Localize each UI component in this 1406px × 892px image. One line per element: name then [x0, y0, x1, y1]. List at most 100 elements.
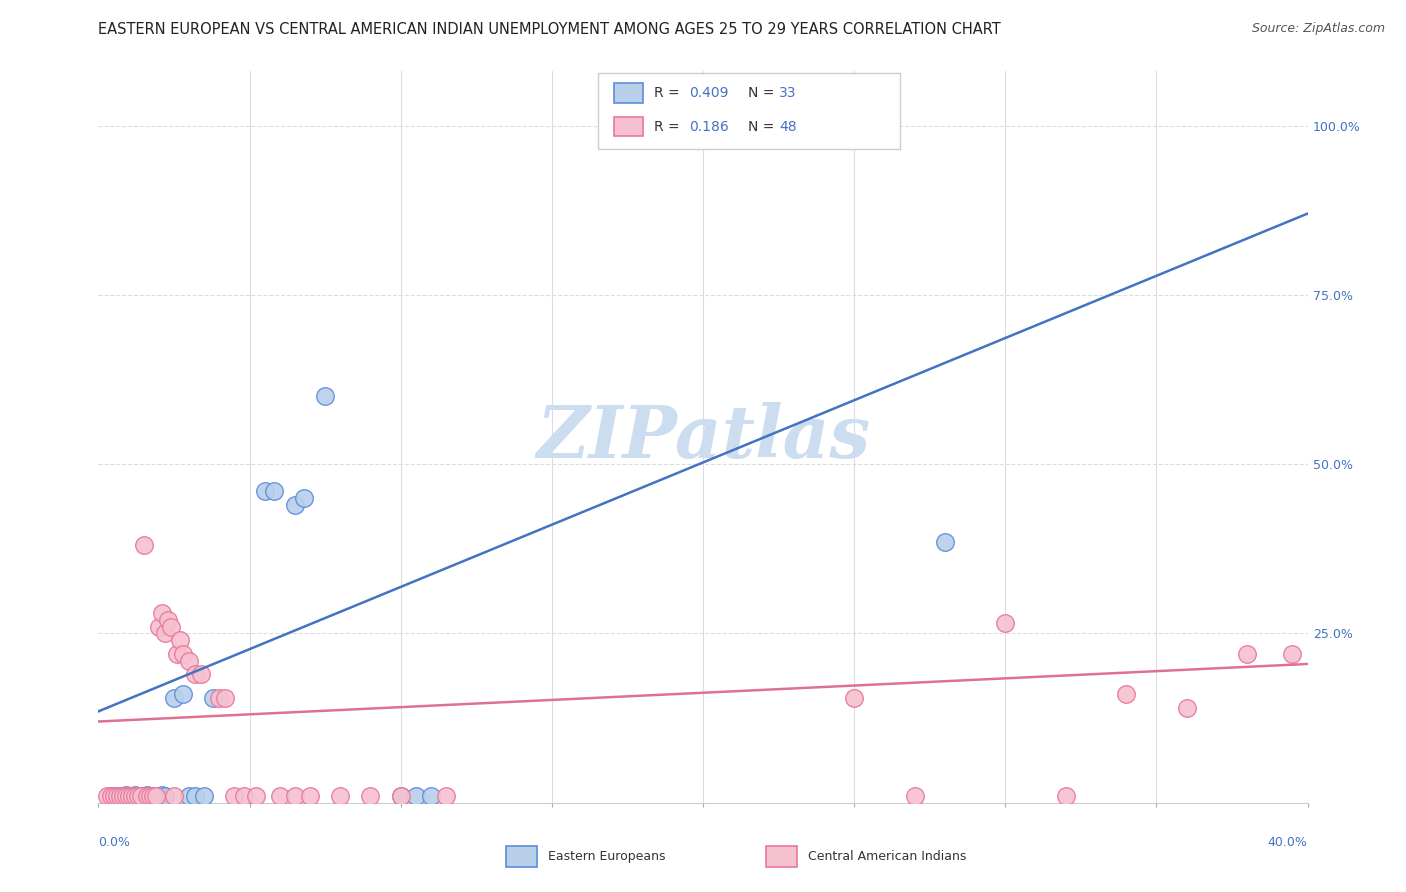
Point — [434, 789, 457, 803]
Text: Source: ZipAtlas.com: Source: ZipAtlas.com — [1251, 22, 1385, 36]
Point — [103, 789, 125, 803]
Point — [179, 789, 201, 803]
Text: 33: 33 — [779, 86, 796, 100]
Text: 0.409: 0.409 — [689, 86, 728, 100]
Point — [132, 789, 155, 803]
Point — [1236, 647, 1258, 661]
Point — [405, 789, 427, 803]
Point — [142, 789, 165, 803]
Point — [179, 654, 201, 668]
Point — [193, 789, 215, 803]
Point — [96, 789, 118, 803]
Point — [111, 789, 134, 803]
Point — [105, 789, 128, 803]
Point — [360, 789, 382, 803]
Point — [121, 789, 143, 803]
Point — [100, 789, 122, 803]
Point — [1115, 688, 1137, 702]
Text: 0.0%: 0.0% — [98, 836, 131, 848]
Text: R =: R = — [654, 86, 683, 100]
Point — [202, 690, 225, 705]
Point — [934, 535, 956, 549]
Point — [723, 119, 745, 133]
Point — [108, 789, 131, 803]
Y-axis label: Unemployment Among Ages 25 to 29 years: Unemployment Among Ages 25 to 29 years — [0, 301, 7, 574]
Text: 48: 48 — [779, 120, 797, 134]
Point — [163, 789, 186, 803]
Point — [153, 626, 176, 640]
Text: Eastern Europeans: Eastern Europeans — [548, 850, 666, 863]
Point — [844, 690, 866, 705]
Point — [148, 789, 170, 803]
Point — [124, 788, 146, 802]
Point — [994, 616, 1017, 631]
Point — [420, 789, 443, 803]
Text: EASTERN EUROPEAN VS CENTRAL AMERICAN INDIAN UNEMPLOYMENT AMONG AGES 25 TO 29 YEA: EASTERN EUROPEAN VS CENTRAL AMERICAN IND… — [98, 22, 1001, 37]
Point — [389, 789, 412, 803]
Point — [269, 789, 291, 803]
Point — [245, 789, 267, 803]
Point — [172, 688, 194, 702]
Point — [253, 484, 276, 499]
Point — [314, 389, 336, 403]
Point — [184, 667, 207, 681]
Point — [692, 119, 714, 133]
Point — [263, 484, 285, 499]
Point — [111, 789, 134, 803]
Text: R =: R = — [654, 120, 683, 134]
Point — [1175, 701, 1198, 715]
Text: ZIPatlas: ZIPatlas — [536, 401, 870, 473]
Point — [114, 788, 136, 802]
Point — [132, 538, 155, 552]
Point — [904, 789, 927, 803]
Text: 40.0%: 40.0% — [1268, 836, 1308, 848]
Point — [145, 789, 167, 803]
Text: N =: N = — [748, 86, 779, 100]
Point — [232, 789, 254, 803]
Point — [224, 789, 246, 803]
Point — [129, 789, 152, 803]
Point — [163, 690, 186, 705]
Point — [284, 498, 307, 512]
Point — [142, 789, 165, 803]
Point — [329, 789, 352, 803]
Point — [150, 606, 173, 620]
Point — [105, 789, 128, 803]
Point — [127, 789, 149, 803]
Point — [389, 789, 412, 803]
Point — [135, 788, 157, 802]
Point — [166, 647, 188, 661]
Point — [214, 690, 236, 705]
Point — [299, 789, 322, 803]
Point — [156, 613, 179, 627]
Point — [160, 620, 183, 634]
Point — [129, 789, 152, 803]
Point — [145, 789, 167, 803]
Text: Central American Indians: Central American Indians — [808, 850, 967, 863]
Point — [108, 789, 131, 803]
Point — [124, 789, 146, 803]
Point — [1281, 647, 1303, 661]
Point — [114, 789, 136, 803]
Point — [662, 119, 685, 133]
Point — [148, 620, 170, 634]
Point — [135, 789, 157, 803]
Point — [284, 789, 307, 803]
Point — [292, 491, 315, 505]
Point — [127, 789, 149, 803]
Point — [169, 633, 191, 648]
Point — [1054, 789, 1077, 803]
Point — [121, 789, 143, 803]
Point — [100, 789, 122, 803]
Point — [153, 789, 176, 803]
Point — [190, 667, 212, 681]
Point — [118, 789, 141, 803]
Text: 0.186: 0.186 — [689, 120, 728, 134]
Point — [208, 690, 231, 705]
Point — [139, 789, 162, 803]
Point — [118, 789, 141, 803]
Point — [184, 789, 207, 803]
Point — [172, 647, 194, 661]
Point — [150, 788, 173, 802]
Text: N =: N = — [748, 120, 779, 134]
